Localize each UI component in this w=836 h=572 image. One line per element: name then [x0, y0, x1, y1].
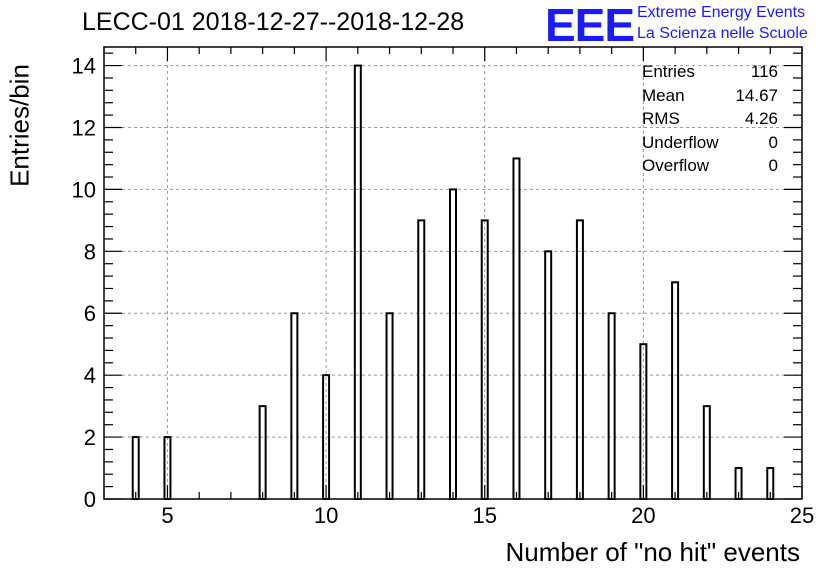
histogram-bar — [607, 312, 616, 500]
histogram-bar — [702, 405, 711, 500]
eee-logo: EEE — [545, 0, 635, 51]
y-tick-label: 4 — [84, 363, 96, 388]
logo-line-2: La Scienza nelle Scuole — [637, 25, 808, 42]
tick-marks — [103, 47, 803, 500]
stats-row-overflow: Overflow 0 — [642, 154, 778, 178]
histogram-bar — [290, 312, 299, 500]
histogram-bar — [417, 219, 426, 500]
stats-label: RMS — [642, 109, 680, 128]
histogram-bar — [353, 64, 362, 500]
x-tick-label: 25 — [790, 503, 814, 528]
stats-value: 116 — [750, 62, 778, 81]
histogram-bar — [449, 188, 457, 501]
histogram-bar — [131, 436, 140, 500]
stats-label: Overflow — [642, 156, 710, 175]
stats-label: Underflow — [642, 132, 719, 152]
stats-label: Mean — [642, 85, 685, 105]
tick-labels: 5 10 15 20 25 0 2 4 6 8 10 12 14 — [72, 54, 815, 528]
x-tick-label: 20 — [631, 503, 655, 528]
x-tick-label: 15 — [472, 503, 496, 528]
stats-value: 4.26 — [744, 109, 778, 128]
stats-row-rms: RMS 4.26 — [642, 107, 778, 131]
y-tick-label: 6 — [84, 301, 96, 326]
stats-value: 0 — [768, 156, 778, 175]
stats-label: Entries — [642, 62, 695, 81]
stats-row-entries: Entries 116 — [642, 60, 778, 84]
histogram-bar — [512, 157, 521, 500]
histogram-bar — [671, 281, 680, 500]
histogram-bar — [575, 219, 584, 500]
stats-box: Entries 116 Mean 14.67 RMS 4.26 Underflow 0 … — [642, 60, 778, 178]
x-axis-label: Number of "no hit" events — [505, 537, 801, 567]
y-axis-label: Entries/bin — [4, 64, 35, 187]
y-tick-label: 10 — [72, 177, 96, 202]
y-tick-label: 0 — [84, 487, 96, 512]
histogram-bar — [258, 405, 267, 500]
histogram-bar — [385, 312, 394, 500]
stats-row-mean: Mean 14.67 — [642, 84, 778, 108]
logo-line-1: Extreme Energy Events — [637, 4, 806, 21]
y-tick-label: 2 — [84, 425, 96, 450]
x-tick-label: 5 — [161, 503, 173, 528]
stats-value: 14.67 — [735, 85, 778, 105]
chart-title: LECC-01 2018-12-27--2018-12-28 — [82, 8, 465, 36]
y-tick-label: 14 — [72, 54, 96, 79]
y-tick-label: 8 — [84, 239, 96, 264]
stats-row-underflow: Underflow 0 — [642, 131, 778, 155]
stats-value: 0 — [768, 132, 778, 152]
y-tick-label: 12 — [72, 115, 96, 140]
x-tick-label: 10 — [314, 503, 338, 528]
